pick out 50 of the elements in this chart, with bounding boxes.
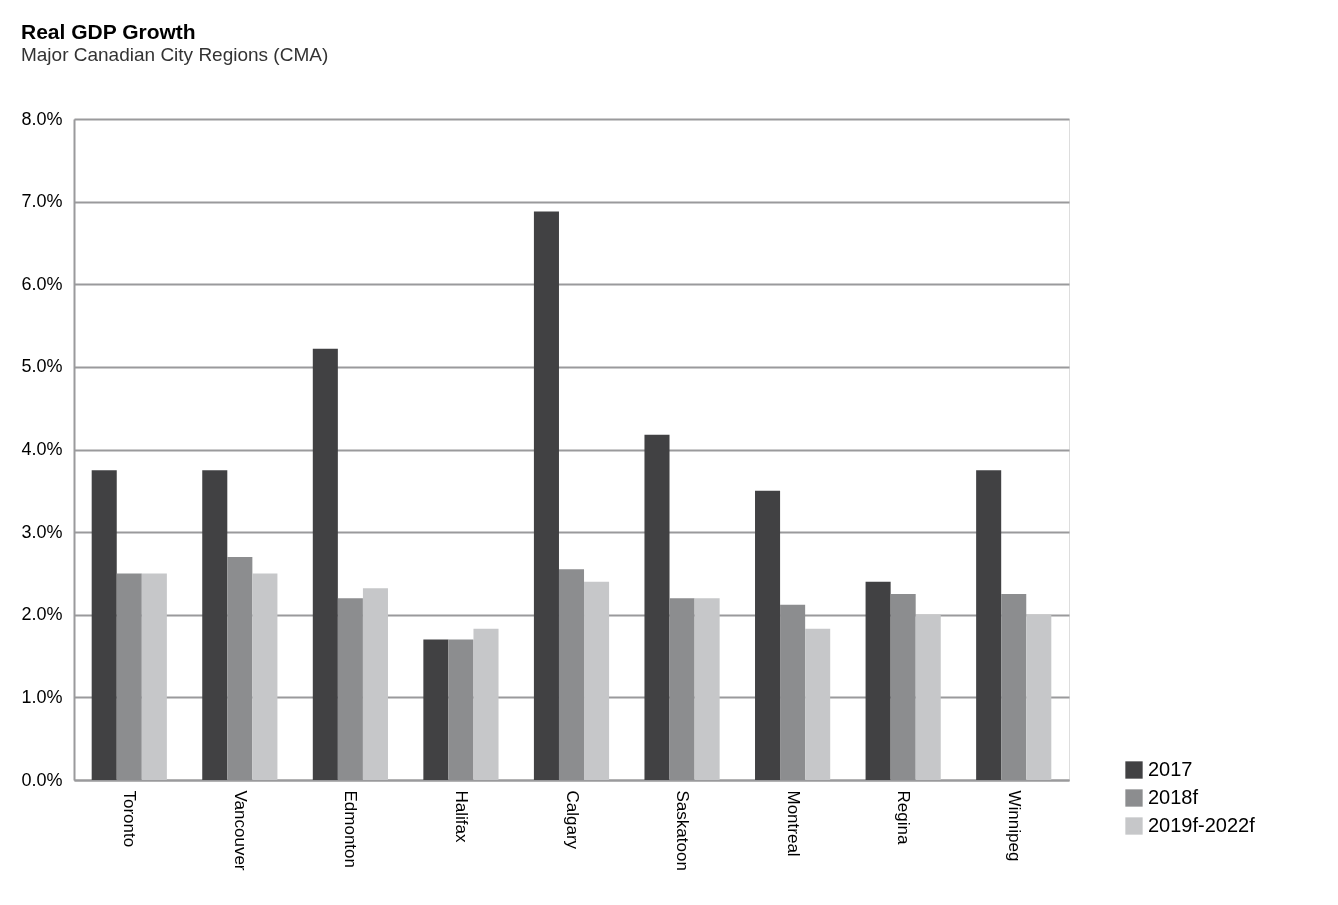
bar xyxy=(558,569,585,780)
bar xyxy=(362,588,388,780)
y-tick-label: 6.0% xyxy=(21,273,63,294)
legend-label: 2019f-2022f xyxy=(1148,814,1256,836)
bar xyxy=(694,598,720,780)
y-tick-label: 8.0% xyxy=(21,108,63,129)
bar xyxy=(141,573,167,780)
y-tick-label: 1.0% xyxy=(21,686,63,707)
x-tick-label: Edmonton xyxy=(341,790,361,868)
bar xyxy=(976,470,1002,780)
bar xyxy=(533,211,559,780)
bar xyxy=(312,348,338,780)
bar xyxy=(644,434,670,780)
bar xyxy=(337,598,363,780)
y-tick-label: 4.0% xyxy=(21,439,63,459)
y-tick-label: 2.0% xyxy=(21,604,63,625)
bar xyxy=(805,628,831,780)
x-tick-label: Saskatoon xyxy=(673,790,693,871)
legend-label: 2017 xyxy=(1148,758,1193,780)
bar xyxy=(423,639,449,780)
bar xyxy=(1026,614,1052,780)
x-tick-label: Halifax xyxy=(451,790,471,843)
x-tick-label: Montreal xyxy=(783,790,803,857)
y-tick-label: 5.0% xyxy=(21,356,63,377)
bar xyxy=(116,573,142,780)
bar xyxy=(448,639,474,780)
bar xyxy=(473,628,499,780)
x-tick-label: Calgary xyxy=(562,790,582,850)
bar xyxy=(227,556,253,780)
bar xyxy=(865,581,891,780)
x-tick-label: Toronto xyxy=(120,790,140,848)
chart-subtitle: Major Canadian City Regions (CMA) xyxy=(20,44,329,65)
x-tick-label: Winnipeg xyxy=(1004,790,1024,862)
bar xyxy=(890,594,916,780)
legend-label: 2018f xyxy=(1148,786,1199,808)
chart-title: Real GDP Growth xyxy=(20,20,196,43)
y-tick-label: 7.0% xyxy=(21,191,63,212)
bar xyxy=(91,470,117,780)
bar xyxy=(915,614,941,780)
y-tick-label: 3.0% xyxy=(21,521,63,542)
bar xyxy=(252,573,278,780)
x-tick-label: Regina xyxy=(894,790,914,845)
bar xyxy=(584,581,610,780)
bar xyxy=(669,598,695,780)
bar xyxy=(202,470,228,780)
bar xyxy=(1001,594,1027,780)
y-tick-label: 0.0% xyxy=(21,769,63,790)
x-tick-label: Vancouver xyxy=(230,790,250,871)
bar xyxy=(755,490,781,780)
bar xyxy=(780,604,806,780)
